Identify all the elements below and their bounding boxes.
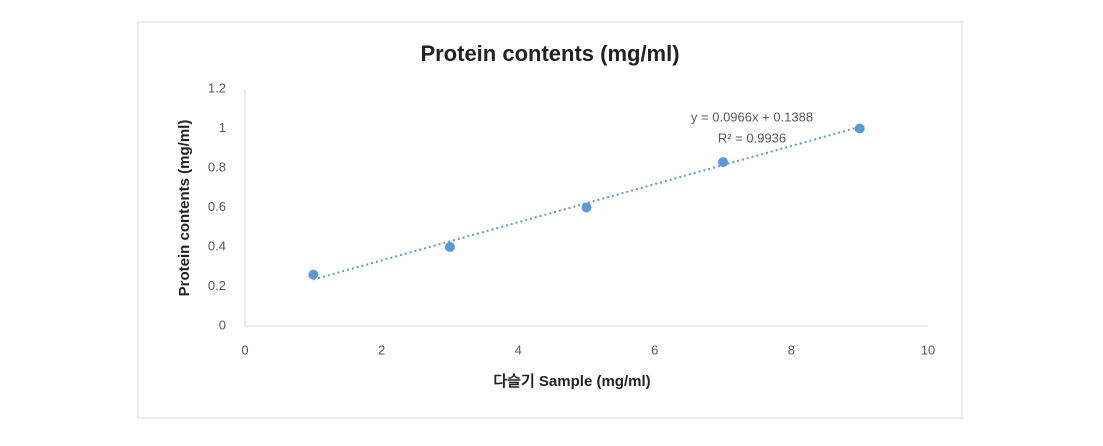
point	[581, 202, 592, 213]
y-axis-title: Protein contents (mg/ml)	[176, 120, 193, 297]
x-tick-label: 10	[921, 342, 935, 357]
chart-frame	[137, 21, 963, 419]
x-tick-label: 4	[515, 342, 522, 357]
y-tick-label: 0.4	[208, 238, 226, 253]
x-tick-label: 0	[241, 342, 248, 357]
x-tick-label: 8	[788, 342, 795, 357]
y-tick-label: 1.2	[208, 80, 226, 95]
trendline-r-squared: R² = 0.9936	[718, 130, 786, 145]
chart-title: Protein contents (mg/ml)	[420, 41, 679, 66]
y-tick-label: 0.8	[208, 159, 226, 174]
y-tick-label: 0	[219, 317, 226, 332]
trendline-equation: y = 0.0966x + 0.1388	[691, 109, 813, 124]
x-tick-label: 6	[651, 342, 658, 357]
point	[444, 242, 455, 252]
point	[718, 157, 729, 168]
point	[308, 269, 319, 280]
y-tick-label: 1	[219, 120, 226, 135]
y-tick-label: 0.2	[208, 278, 226, 293]
x-axis-title: 다슬기 Sample (mg/ml)	[493, 373, 650, 390]
y-tick-label: 0.6	[208, 199, 226, 214]
x-tick-label: 2	[378, 342, 385, 357]
point	[854, 123, 865, 134]
